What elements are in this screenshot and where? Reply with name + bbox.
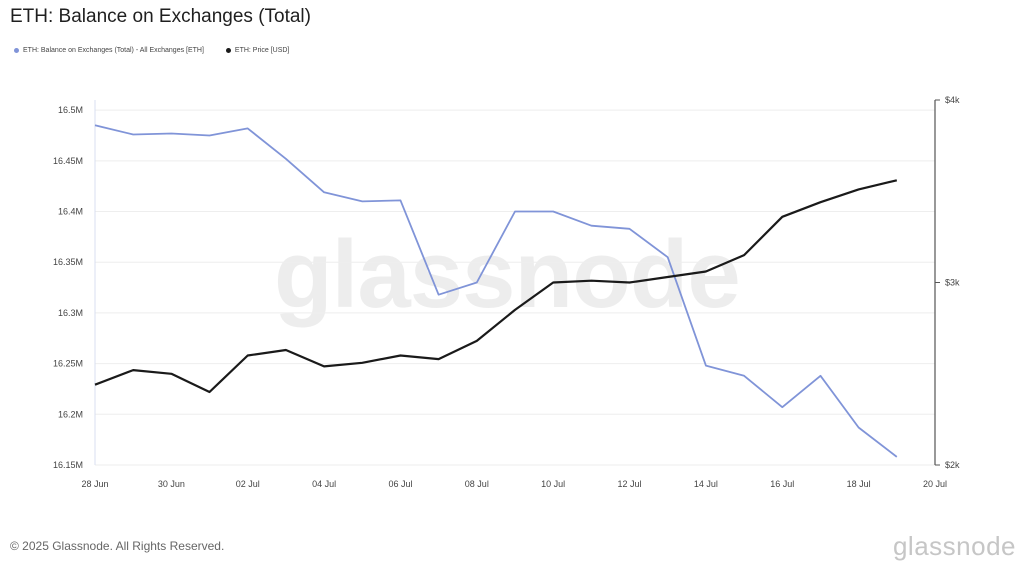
watermark-logo: glassnode [274,221,741,328]
x-tick-label: 10 Jul [541,479,565,489]
left-tick-label: 16.25M [53,359,83,369]
legend-label-balance: ETH: Balance on Exchanges (Total) - All … [23,47,204,54]
x-tick-label: 06 Jul [388,479,412,489]
left-axis-ticks: 16.15M 16.2M 16.25M 16.3M 16.35M 16.4M 16.45M 1… [53,105,83,470]
x-tick-label: 02 Jul [236,479,260,489]
x-tick-label: 14 Jul [694,479,718,489]
x-tick-label: 08 Jul [465,479,489,489]
series-line-price[interactable] [94,179,898,394]
right-tick-label: $2k [945,460,960,470]
x-tick-label: 20 Jul [923,479,947,489]
x-tick-label: 04 Jul [312,479,336,489]
left-tick-label: 16.2M [58,409,83,419]
left-tick-label: 16.5M [58,105,83,115]
axes [94,100,936,465]
x-tick-label: 28 Jun [81,479,108,489]
legend: ETH: Balance on Exchanges (Total) - All … [14,47,289,54]
right-axis-ticks: $2k $3k $4k [935,95,960,470]
left-tick-label: 16.35M [53,257,83,267]
gridlines [95,109,935,466]
left-tick-label: 16.4M [58,207,83,217]
left-tick-label: 16.45M [53,156,83,166]
legend-dot-price [225,48,231,53]
x-tick-label: 16 Jul [770,479,794,489]
series-line-balance[interactable] [94,124,898,458]
x-tick-label: 18 Jul [847,479,871,489]
legend-item-price[interactable]: ETH: Price [USD] [225,47,290,54]
x-tick-label: 30 Jun [158,479,185,489]
right-tick-label: $4k [945,95,960,105]
copyright-text: © 2025 Glassnode. All Rights Reserved. [10,539,225,553]
right-tick-label: $3k [945,278,960,288]
left-tick-label: 16.3M [58,308,83,318]
legend-dot-balance [14,48,19,53]
legend-label-price: ETH: Price [USD] [234,47,290,54]
chart-title: ETH: Balance on Exchanges (Total) [10,6,311,27]
series-lines[interactable] [94,124,898,458]
x-tick-label: 12 Jul [618,479,642,489]
x-axis-ticks: 28 Jun 30 Jun 02 Jul 04 Jul 06 Jul 08 Jul 10 J… [81,479,947,489]
legend-item-balance[interactable]: ETH: Balance on Exchanges (Total) - All … [14,47,204,54]
brand-logo: glassnode [892,531,1016,561]
left-tick-label: 16.15M [53,460,83,470]
